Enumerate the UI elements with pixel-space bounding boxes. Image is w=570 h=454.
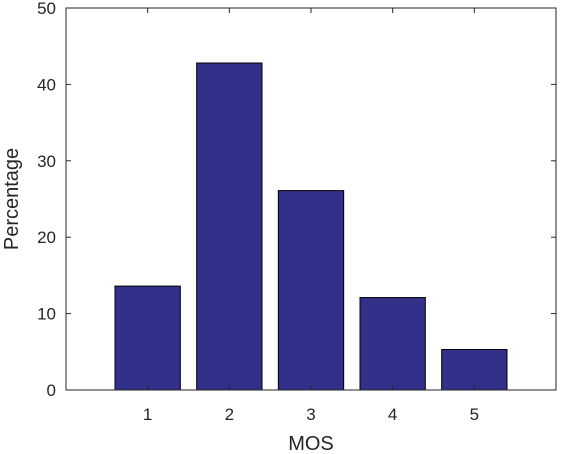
x-ticks-group: 1 2 3 4 5 <box>143 8 479 424</box>
bars-group <box>114 62 508 391</box>
x-tick-label: 2 <box>225 405 234 424</box>
bar-4 <box>359 297 426 391</box>
y-tick-label: 20 <box>37 228 56 247</box>
x-tick-label: 4 <box>388 405 397 424</box>
bar-2 <box>196 62 263 391</box>
x-tick-label: 5 <box>470 405 479 424</box>
bar-5 <box>441 349 508 391</box>
y-tick-label: 50 <box>37 0 56 18</box>
y-tick-label: 10 <box>37 305 56 324</box>
x-tick-label: 3 <box>306 405 315 424</box>
y-tick-label: 40 <box>37 75 56 94</box>
x-axis-title: MOS <box>288 433 334 454</box>
plot-frame <box>65 7 557 391</box>
bar-3 <box>277 190 345 391</box>
y-tick-label: 30 <box>37 152 56 171</box>
bar-1 <box>114 285 181 391</box>
y-axis-title: Percentage <box>1 148 23 250</box>
y-tick-label: 0 <box>47 381 56 400</box>
x-tick-label: 1 <box>143 405 152 424</box>
